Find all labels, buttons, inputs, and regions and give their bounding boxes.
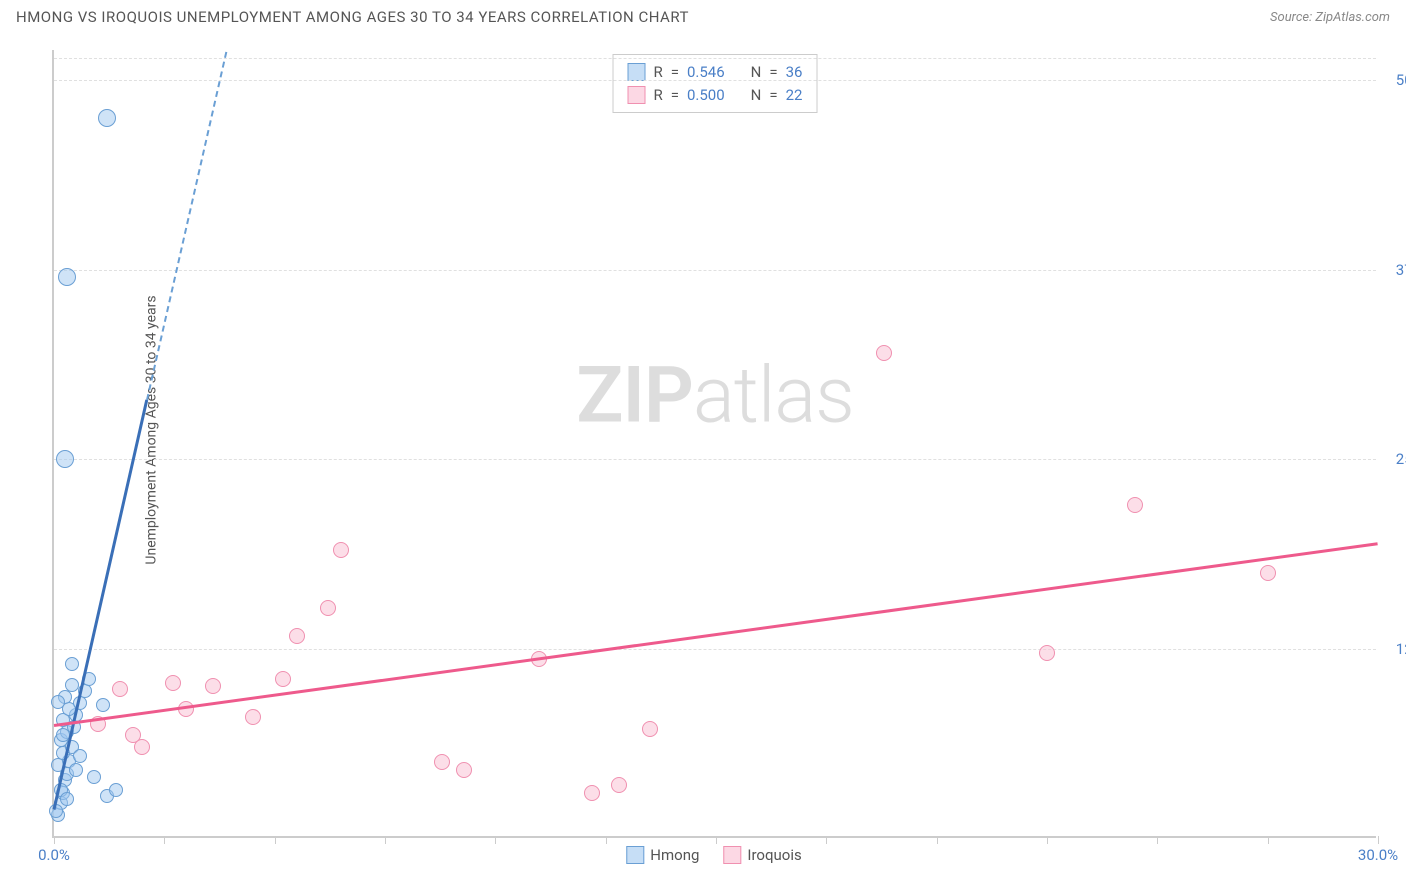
data-point: [456, 762, 472, 778]
swatch-blue-icon: [628, 63, 646, 81]
trend-line: [54, 543, 1378, 728]
data-point: [56, 450, 74, 468]
x-tick: [1047, 836, 1048, 844]
scatter-chart: ZIPatlas R = 0.546 N = 36 R = 0.500 N =: [52, 50, 1376, 838]
swatch-pink-icon: [723, 846, 741, 864]
data-point: [333, 542, 349, 558]
data-point: [245, 709, 261, 725]
x-tick: [937, 836, 938, 844]
data-point: [434, 754, 450, 770]
data-point: [109, 783, 123, 797]
series-legend: Hmong Iroquois: [626, 846, 801, 864]
data-point: [51, 695, 65, 709]
plot-area: ZIPatlas R = 0.546 N = 36 R = 0.500 N =: [52, 50, 1376, 838]
r-value-iroquois: 0.500: [687, 84, 725, 107]
watermark-zip: ZIP: [576, 350, 693, 441]
x-tick: [1378, 836, 1379, 844]
legend-item-hmong: Hmong: [626, 846, 699, 864]
legend-label-hmong: Hmong: [650, 846, 699, 864]
x-tick: [826, 836, 827, 844]
data-point: [289, 628, 305, 644]
watermark: ZIPatlas: [576, 350, 853, 441]
data-point: [98, 109, 116, 127]
r-label-2: R: [654, 84, 663, 107]
swatch-pink-icon: [628, 86, 646, 104]
n-label-2: N: [751, 84, 762, 107]
data-point: [65, 678, 79, 692]
x-tick: [164, 836, 165, 844]
data-point: [165, 675, 181, 691]
n-value-iroquois: 22: [786, 84, 803, 107]
data-point: [642, 721, 658, 737]
data-point: [96, 698, 110, 712]
data-point: [87, 770, 101, 784]
data-point: [205, 678, 221, 694]
x-tick-label: 30.0%: [1358, 846, 1398, 864]
y-tick-label: 37.5%: [1381, 261, 1406, 279]
x-tick-label: 0.0%: [38, 846, 70, 864]
data-point: [60, 792, 74, 806]
gridline-horizontal: [54, 270, 1376, 271]
x-tick: [385, 836, 386, 844]
y-tick-label: 12.5%: [1381, 640, 1406, 658]
data-point: [73, 749, 87, 763]
watermark-atlas: atlas: [693, 350, 854, 441]
x-tick: [606, 836, 607, 844]
source-attribution: Source: ZipAtlas.com: [1270, 10, 1390, 25]
data-point: [611, 777, 627, 793]
data-point: [65, 657, 79, 671]
gridline-horizontal: [54, 58, 1376, 59]
legend-item-iroquois: Iroquois: [723, 846, 801, 864]
x-tick: [495, 836, 496, 844]
data-point: [275, 671, 291, 687]
data-point: [1039, 645, 1055, 661]
x-tick: [1157, 836, 1158, 844]
y-tick-label: 25.0%: [1381, 450, 1406, 468]
data-point: [1127, 497, 1143, 513]
y-tick-label: 50.0%: [1381, 71, 1406, 89]
data-point: [584, 785, 600, 801]
data-point: [876, 345, 892, 361]
x-tick: [275, 836, 276, 844]
legend-label-iroquois: Iroquois: [747, 846, 801, 864]
swatch-blue-icon: [626, 846, 644, 864]
data-point: [58, 268, 76, 286]
gridline-horizontal: [54, 80, 1376, 81]
correlation-legend: R = 0.546 N = 36 R = 0.500 N = 22: [613, 54, 818, 113]
x-tick: [1268, 836, 1269, 844]
eq-label-3: =: [671, 84, 679, 107]
x-tick: [54, 836, 55, 844]
data-point: [125, 727, 141, 743]
data-point: [112, 681, 128, 697]
data-point: [1260, 565, 1276, 581]
gridline-horizontal: [54, 649, 1376, 650]
trend-line: [146, 51, 227, 400]
data-point: [69, 763, 83, 777]
gridline-horizontal: [54, 459, 1376, 460]
data-point: [320, 600, 336, 616]
legend-row-iroquois: R = 0.500 N = 22: [628, 84, 803, 107]
x-tick: [716, 836, 717, 844]
chart-title: HMONG VS IROQUOIS UNEMPLOYMENT AMONG AGE…: [16, 8, 689, 26]
eq-label-4: =: [769, 84, 777, 107]
